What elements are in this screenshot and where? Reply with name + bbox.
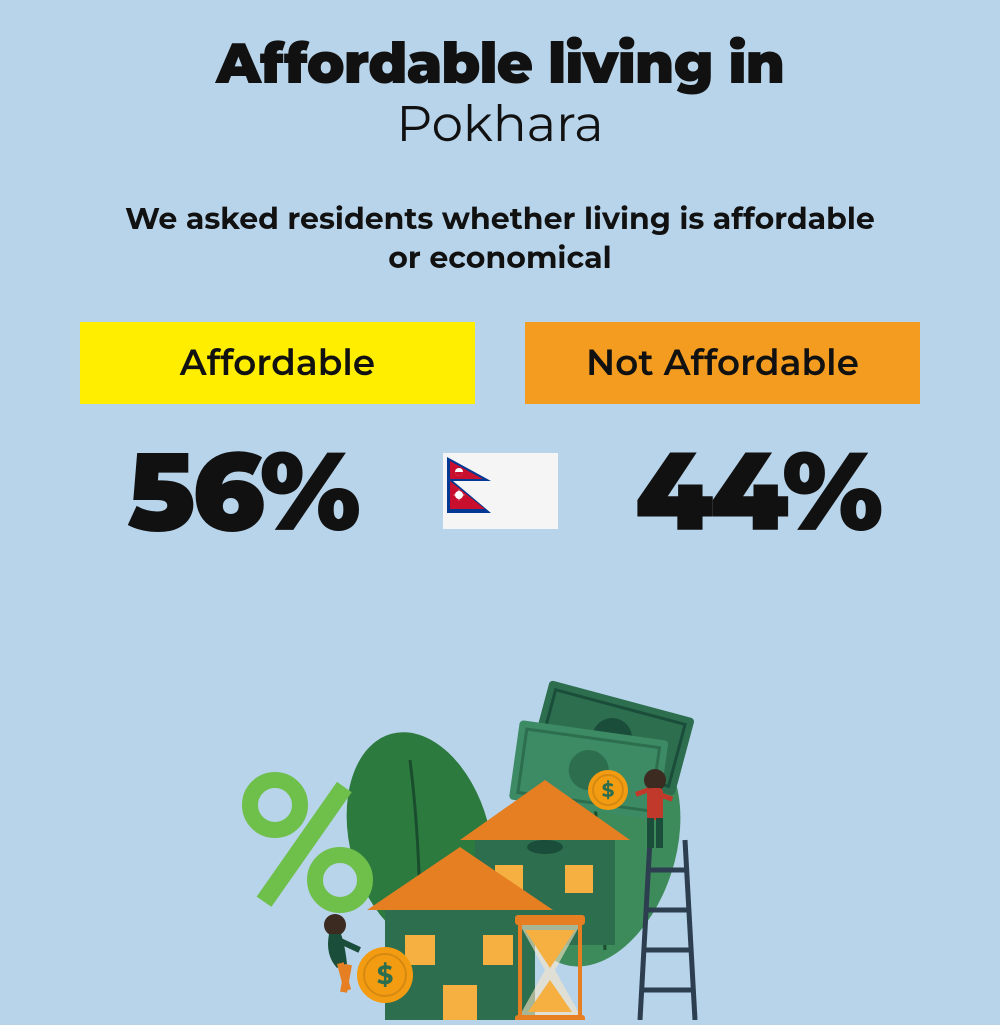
savings-illustration-icon: $ $ xyxy=(220,640,780,1020)
percent-affordable: 56% xyxy=(63,424,423,558)
svg-text:$: $ xyxy=(377,959,394,991)
title-prefix: Affordable living in xyxy=(60,30,940,98)
percent-not-affordable: 44% xyxy=(578,424,938,558)
label-not-affordable: Not Affordable xyxy=(525,322,920,404)
nepal-flag-icon xyxy=(443,453,558,529)
infographic-container: Affordable living in Pokhara We asked re… xyxy=(0,0,1000,558)
percent-row: 56% 44% xyxy=(60,424,940,558)
label-affordable: Affordable xyxy=(80,322,475,404)
svg-text:$: $ xyxy=(602,779,615,803)
subtitle: We asked residents whether living is aff… xyxy=(120,199,880,277)
labels-row: Affordable Not Affordable xyxy=(60,322,940,404)
title-city: Pokhara xyxy=(60,93,940,154)
